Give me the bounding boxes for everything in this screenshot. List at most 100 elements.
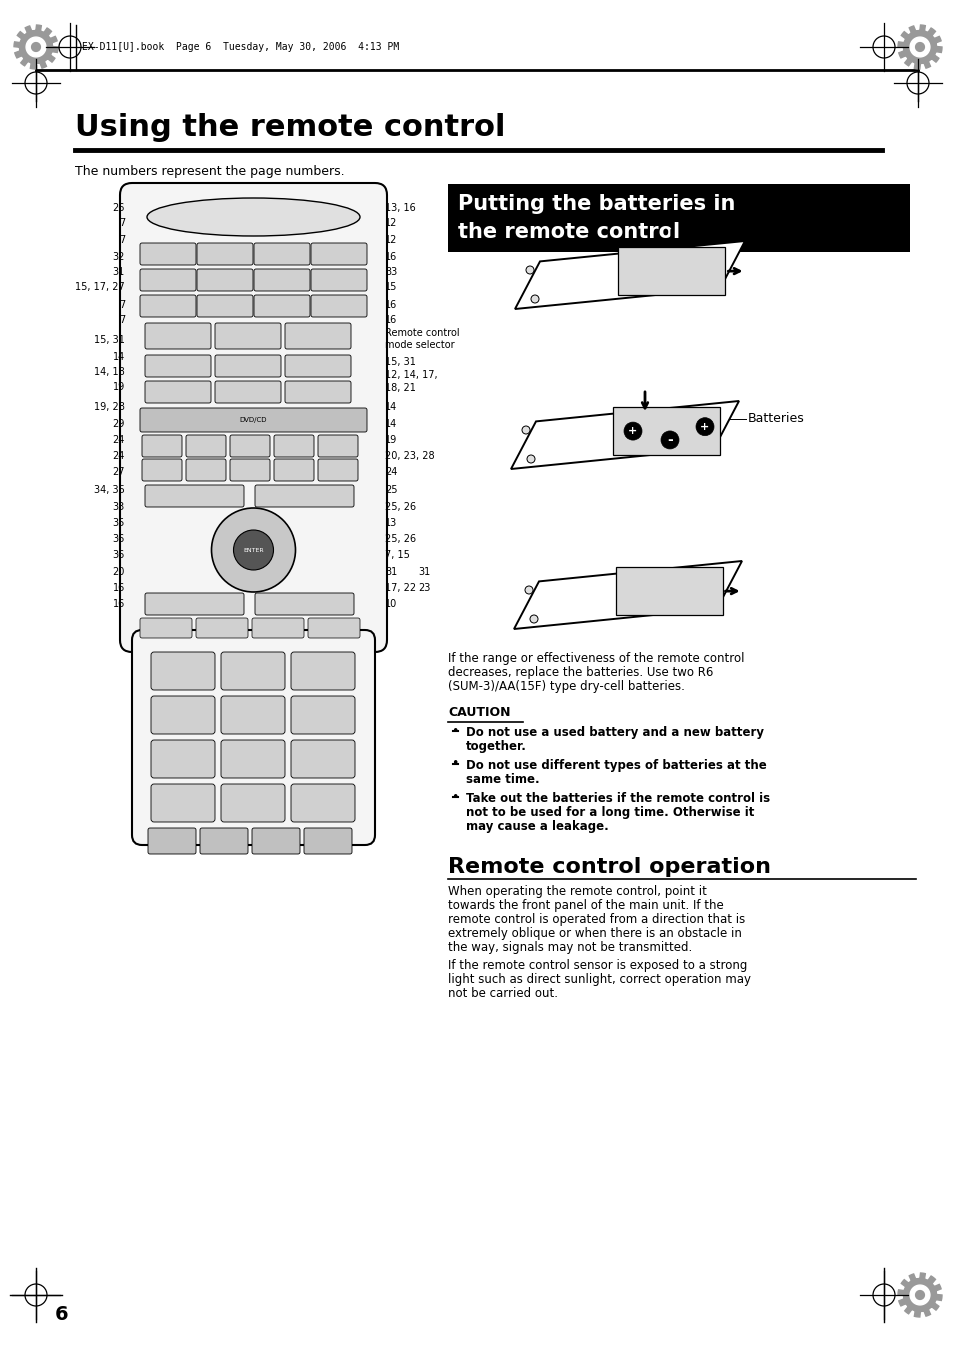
FancyBboxPatch shape [140, 408, 367, 432]
FancyBboxPatch shape [230, 435, 270, 457]
FancyBboxPatch shape [200, 828, 248, 854]
FancyBboxPatch shape [214, 381, 281, 403]
Circle shape [660, 431, 679, 449]
Text: 13, 16: 13, 16 [385, 203, 416, 213]
Text: decreases, replace the batteries. Use two R6: decreases, replace the batteries. Use tw… [448, 666, 713, 680]
FancyBboxPatch shape [145, 593, 244, 615]
Text: 19: 19 [112, 382, 125, 392]
FancyBboxPatch shape [151, 784, 214, 821]
Circle shape [521, 426, 530, 434]
Text: 17, 22: 17, 22 [385, 584, 416, 593]
Polygon shape [897, 1273, 941, 1317]
FancyBboxPatch shape [274, 459, 314, 481]
Polygon shape [14, 26, 58, 69]
Text: -: - [666, 432, 672, 447]
FancyBboxPatch shape [148, 828, 195, 854]
Circle shape [909, 36, 929, 57]
Text: same time.: same time. [465, 773, 539, 786]
FancyBboxPatch shape [254, 485, 354, 507]
FancyBboxPatch shape [151, 653, 214, 690]
Text: 14, 18: 14, 18 [94, 367, 125, 377]
Text: 33: 33 [385, 267, 396, 277]
Circle shape [530, 615, 537, 623]
Text: 25, 26: 25, 26 [385, 534, 416, 544]
FancyBboxPatch shape [120, 182, 387, 653]
Polygon shape [514, 561, 741, 630]
FancyBboxPatch shape [195, 617, 248, 638]
FancyBboxPatch shape [285, 381, 351, 403]
Circle shape [525, 266, 534, 274]
Text: Batteries: Batteries [747, 412, 803, 426]
Text: 7: 7 [118, 300, 125, 309]
Text: 16: 16 [385, 253, 396, 262]
Text: Remote control: Remote control [385, 328, 459, 338]
Text: +: + [700, 422, 709, 432]
FancyBboxPatch shape [151, 740, 214, 778]
Text: If the remote control sensor is exposed to a strong: If the remote control sensor is exposed … [448, 959, 746, 971]
FancyBboxPatch shape [618, 247, 724, 296]
Polygon shape [897, 26, 941, 69]
FancyBboxPatch shape [308, 617, 359, 638]
Text: light such as direct sunlight, correct operation may: light such as direct sunlight, correct o… [448, 973, 750, 986]
Text: 31: 31 [417, 567, 430, 577]
FancyBboxPatch shape [214, 355, 281, 377]
Text: 19, 28: 19, 28 [94, 403, 125, 412]
FancyBboxPatch shape [253, 269, 310, 290]
Text: 7, 15: 7, 15 [385, 550, 410, 561]
Text: 35: 35 [112, 517, 125, 528]
Text: 32: 32 [112, 253, 125, 262]
FancyBboxPatch shape [311, 243, 367, 265]
FancyBboxPatch shape [140, 617, 192, 638]
Text: not to be used for a long time. Otherwise it: not to be used for a long time. Otherwis… [465, 807, 754, 819]
FancyBboxPatch shape [311, 295, 367, 317]
Text: not be carried out.: not be carried out. [448, 988, 558, 1000]
FancyBboxPatch shape [145, 485, 244, 507]
FancyBboxPatch shape [221, 653, 285, 690]
FancyBboxPatch shape [317, 459, 357, 481]
Circle shape [915, 43, 923, 51]
Text: 15, 31: 15, 31 [94, 335, 125, 345]
Text: 14: 14 [385, 419, 396, 430]
Text: 25, 26: 25, 26 [385, 503, 416, 512]
FancyBboxPatch shape [186, 435, 226, 457]
FancyBboxPatch shape [285, 323, 351, 349]
Text: 24: 24 [112, 435, 125, 444]
FancyBboxPatch shape [230, 459, 270, 481]
Text: 34, 35: 34, 35 [94, 485, 125, 494]
FancyBboxPatch shape [145, 381, 211, 403]
FancyBboxPatch shape [613, 407, 719, 455]
Text: 6: 6 [55, 1305, 69, 1324]
FancyBboxPatch shape [304, 828, 352, 854]
FancyBboxPatch shape [291, 784, 355, 821]
Text: 36: 36 [112, 550, 125, 561]
FancyBboxPatch shape [253, 243, 310, 265]
Circle shape [623, 422, 641, 440]
Text: 15, 31: 15, 31 [385, 357, 416, 367]
Text: •: • [451, 790, 458, 804]
Text: 12, 14, 17,: 12, 14, 17, [385, 370, 437, 380]
Text: Do not use different types of batteries at the: Do not use different types of batteries … [465, 759, 766, 771]
FancyBboxPatch shape [142, 435, 182, 457]
FancyBboxPatch shape [196, 295, 253, 317]
Text: 16: 16 [112, 598, 125, 609]
Circle shape [531, 295, 538, 303]
Circle shape [26, 36, 46, 57]
Text: 26: 26 [112, 203, 125, 213]
Text: 33: 33 [112, 503, 125, 512]
Text: 16: 16 [385, 300, 396, 309]
FancyBboxPatch shape [285, 355, 351, 377]
FancyBboxPatch shape [291, 653, 355, 690]
Text: ENTER: ENTER [243, 547, 264, 553]
Polygon shape [511, 401, 739, 469]
Text: 12: 12 [385, 235, 397, 245]
Text: the way, signals may not be transmitted.: the way, signals may not be transmitted. [448, 942, 692, 954]
FancyBboxPatch shape [214, 323, 281, 349]
FancyBboxPatch shape [140, 269, 195, 290]
Text: 23: 23 [417, 584, 430, 593]
Circle shape [915, 1290, 923, 1300]
FancyBboxPatch shape [145, 323, 211, 349]
Text: mode selector: mode selector [385, 340, 455, 350]
Text: 31: 31 [112, 267, 125, 277]
Text: 7: 7 [118, 315, 125, 326]
FancyBboxPatch shape [253, 295, 310, 317]
